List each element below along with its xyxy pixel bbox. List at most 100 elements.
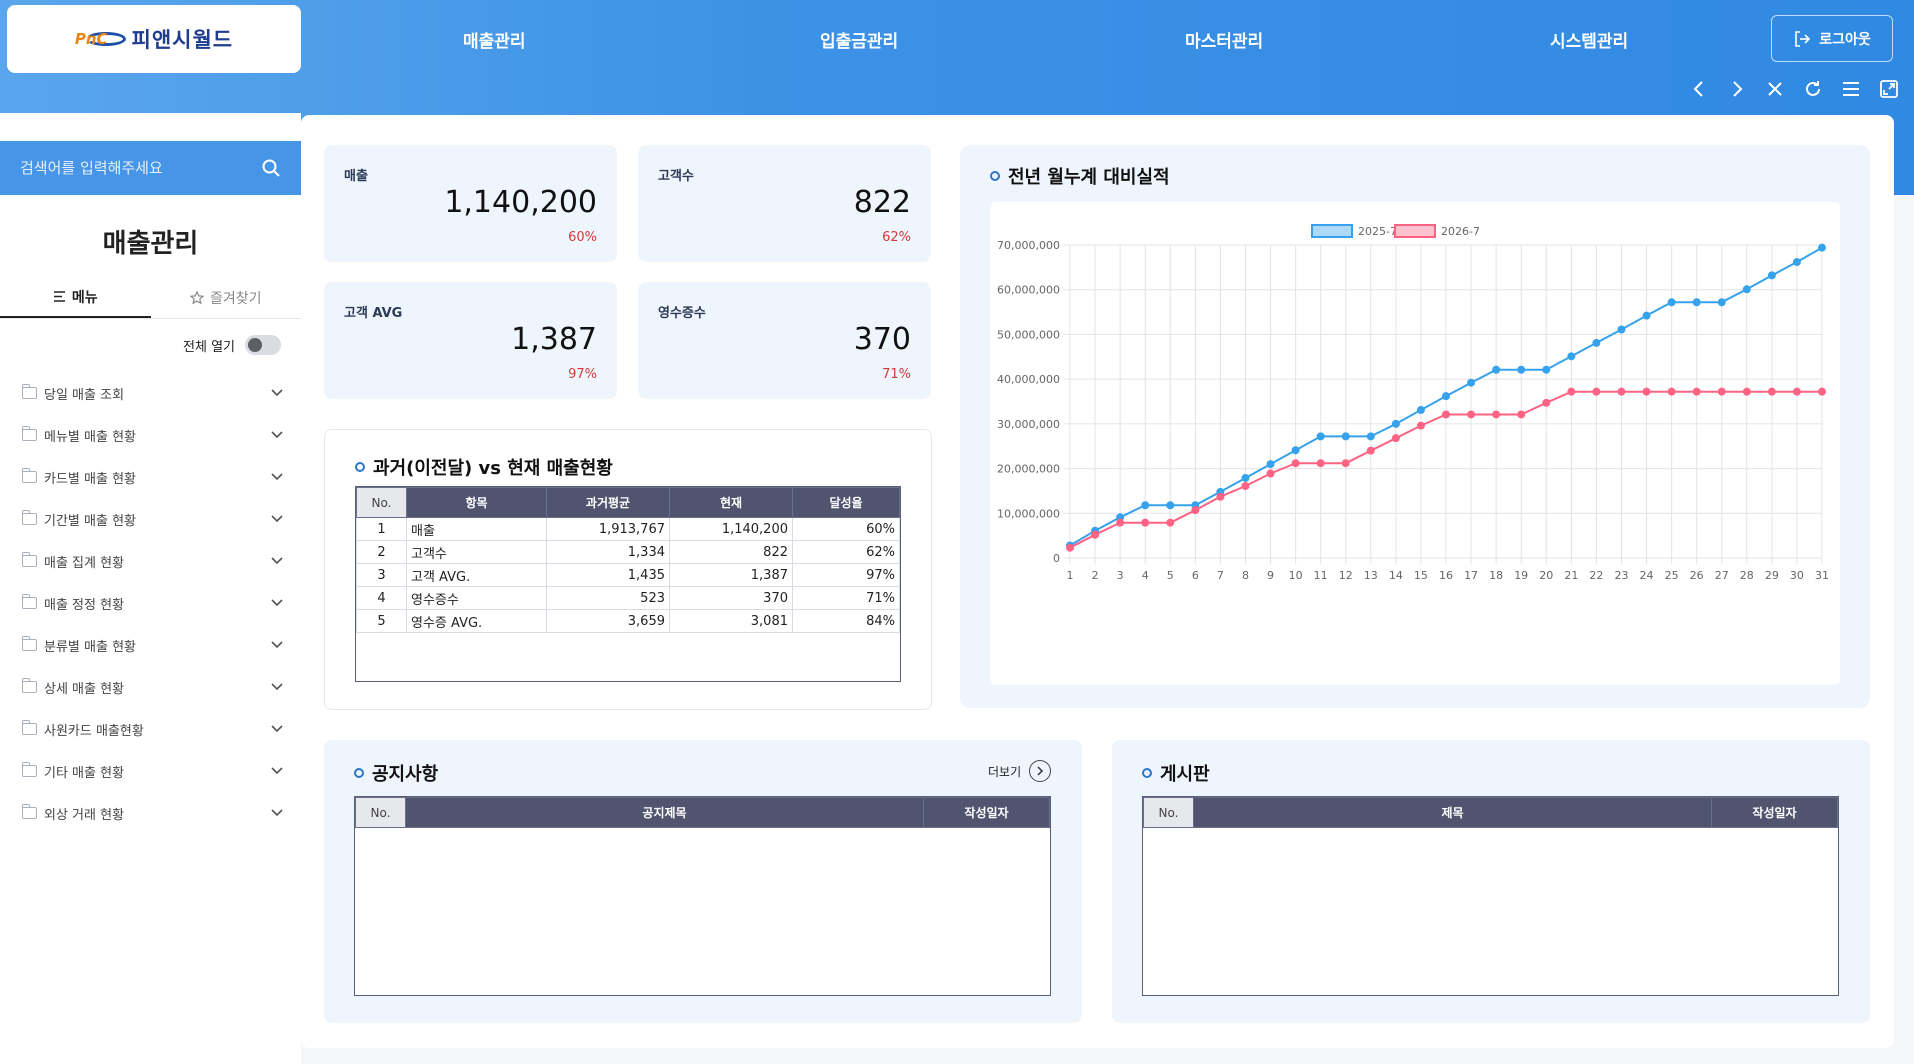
folder-icon	[22, 762, 37, 777]
notice-more-button[interactable]: 더보기	[988, 760, 1052, 782]
chevron-down-icon[interactable]	[271, 431, 283, 439]
sidebar-menu-item[interactable]: 카드별 매출 현황	[0, 456, 301, 498]
chevron-down-icon[interactable]	[271, 767, 283, 775]
close-tab-icon[interactable]	[1756, 76, 1794, 102]
menu-item-label: 카드별 매출 현황	[44, 471, 136, 487]
sidebar-menu-item[interactable]: 외상 거래 현황	[0, 792, 301, 834]
stat-percent: 60%	[568, 230, 597, 245]
sidebar-menu-item[interactable]: 기간별 매출 현황	[0, 498, 301, 540]
x-tick-label: 27	[1715, 569, 1729, 582]
data-point	[1091, 530, 1100, 539]
col-item: 항목	[406, 487, 547, 518]
sidebar-menu-item[interactable]: 분류별 매출 현황	[0, 624, 301, 666]
chevron-down-icon[interactable]	[271, 515, 283, 523]
y-tick-label: 20,000,000	[997, 463, 1060, 476]
stat-card-customers: 고객수 822 62%	[638, 145, 931, 262]
sidebar-menu-item[interactable]: 사원카드 매출현황	[0, 708, 301, 750]
board-title-text: 게시판	[1160, 764, 1210, 785]
chevron-down-icon[interactable]	[271, 683, 283, 691]
sidebar-title: 매출관리	[102, 229, 199, 259]
x-tick-label: 20	[1539, 569, 1553, 582]
nav-system[interactable]: 시스템관리	[1550, 32, 1629, 52]
data-point	[1191, 506, 1200, 515]
sidebar-menu-item[interactable]: 기타 매출 현황	[0, 750, 301, 792]
chevron-down-icon[interactable]	[271, 389, 283, 397]
data-point	[1241, 473, 1250, 482]
menu-item-label: 메뉴별 매출 현황	[44, 429, 136, 445]
col-date: 작성일자	[1711, 797, 1838, 828]
data-point	[1692, 298, 1701, 307]
menu-item-label: 당일 매출 조회	[44, 387, 125, 403]
x-tick-label: 9	[1267, 569, 1274, 582]
table-cell: 4	[356, 586, 407, 610]
col-no: No.	[1143, 797, 1194, 828]
data-point	[1291, 446, 1300, 455]
notice-table: No. 공지제목 작성일자	[355, 797, 1050, 828]
prev-tab-icon[interactable]	[1680, 76, 1718, 102]
data-point	[1717, 298, 1726, 307]
search-box	[0, 141, 301, 195]
col-date: 작성일자	[923, 797, 1050, 828]
tab-favorites[interactable]: 즐겨찾기	[151, 277, 302, 318]
chevron-down-icon[interactable]	[271, 473, 283, 481]
company-logo[interactable]: PnC 피앤시월드	[7, 5, 301, 73]
x-tick-label: 22	[1589, 569, 1603, 582]
table-cell: 2	[356, 540, 407, 564]
data-point	[1818, 243, 1826, 252]
col-current: 현재	[669, 487, 793, 518]
table-row: 1 매출 1,913,767 1,140,200 60%	[356, 517, 900, 541]
menu-list-icon[interactable]	[1832, 76, 1870, 102]
data-point	[1542, 365, 1551, 374]
data-point	[1442, 410, 1450, 419]
table-cell: 고객 AVG.	[406, 563, 547, 587]
sidebar-menu-item[interactable]: 당일 매출 조회	[0, 372, 301, 414]
col-notice-title: 공지제목	[405, 797, 924, 828]
logout-button[interactable]: 로그아웃	[1771, 15, 1893, 62]
x-tick-label: 10	[1289, 569, 1303, 582]
x-tick-label: 30	[1790, 569, 1804, 582]
chevron-down-icon[interactable]	[271, 599, 283, 607]
chevron-down-icon[interactable]	[271, 725, 283, 733]
x-tick-label: 17	[1464, 569, 1478, 582]
nav-cash[interactable]: 입출금관리	[820, 32, 899, 52]
chart-title-text: 전년 월누계 대비실적	[1008, 167, 1170, 188]
next-tab-icon[interactable]	[1718, 76, 1756, 102]
search-input[interactable]	[20, 159, 261, 177]
chevron-down-icon[interactable]	[271, 557, 283, 565]
col-rate: 달성율	[792, 487, 900, 518]
sidebar-menu-item[interactable]: 매출 정정 현황	[0, 582, 301, 624]
data-point	[1316, 459, 1325, 468]
table-row: 4 영수증수 523 370 71%	[356, 586, 900, 610]
x-tick-label: 23	[1614, 569, 1628, 582]
data-point	[1467, 378, 1476, 387]
chevron-down-icon[interactable]	[271, 641, 283, 649]
logout-label: 로그아웃	[1819, 31, 1871, 48]
table-cell: 822	[669, 540, 793, 564]
nav-sales[interactable]: 매출관리	[463, 32, 526, 52]
chevron-down-icon[interactable]	[271, 809, 283, 817]
table-cell: 71%	[792, 586, 900, 610]
sidebar-menu-item[interactable]: 메뉴별 매출 현황	[0, 414, 301, 456]
menu-item-label: 기간별 매출 현황	[44, 513, 136, 529]
nav-master[interactable]: 마스터관리	[1185, 32, 1264, 52]
tab-favorites-label: 즐겨찾기	[209, 290, 262, 307]
data-point	[1517, 410, 1526, 419]
data-point	[1216, 492, 1225, 501]
data-point	[1592, 387, 1601, 396]
fullscreen-icon[interactable]	[1870, 76, 1908, 102]
expand-all-toggle[interactable]	[245, 335, 281, 355]
sidebar-menu-item[interactable]: 상세 매출 현황	[0, 666, 301, 708]
search-icon[interactable]	[261, 158, 281, 178]
logo-text: 피앤시월드	[131, 28, 234, 52]
data-point	[1667, 387, 1676, 396]
refresh-icon[interactable]	[1794, 76, 1832, 102]
tab-menu[interactable]: 메뉴	[0, 277, 151, 318]
col-no: No.	[356, 487, 407, 518]
board-title: 게시판	[1142, 760, 1210, 786]
col-past-avg: 과거평균	[546, 487, 670, 518]
x-tick-label: 6	[1192, 569, 1199, 582]
sidebar-menu-item[interactable]: 매출 집계 현황	[0, 540, 301, 582]
legend-label: 2025-7	[1358, 225, 1397, 238]
bullet-icon	[354, 768, 364, 778]
col-no: No.	[355, 797, 406, 828]
